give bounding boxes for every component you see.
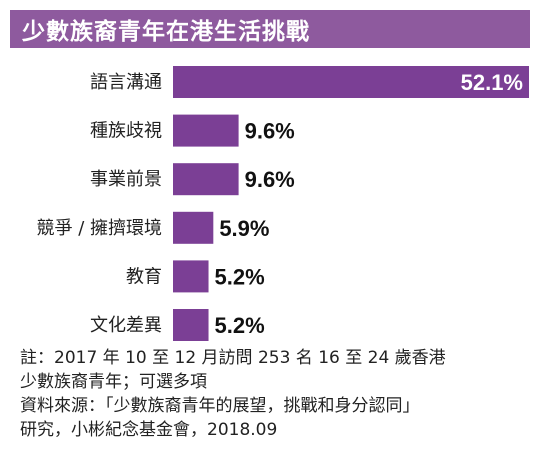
footnote-line: 少數族裔青年；可選多項 [20,372,207,392]
footnote: 註：2017 年 10 至 12 月訪問 253 名 16 至 24 歲香港 少… [20,346,532,442]
category-label: 語言溝通 [90,72,162,93]
chart-title-bar: 少數族裔青年在港生活挑戰 [10,10,530,48]
category-label: 文化差異 [90,315,162,336]
value-label: 52.1% [461,70,523,95]
bar [173,114,239,147]
source-line: 資料來源：「少數族裔青年的展望，挑戰和身分認同」 [20,396,420,416]
category-label: 種族歧視 [90,121,162,142]
category-label: 事業前景 [90,169,162,190]
footnote-line: 註：2017 年 10 至 12 月訪問 253 名 16 至 24 歲香港 [20,348,446,368]
value-label: 5.2% [215,264,265,289]
bar [173,163,239,196]
chart-title: 少數族裔青年在港生活挑戰 [22,19,310,45]
bar [173,309,209,341]
category-label: 競爭 / 擁擠環境 [36,218,162,239]
value-label: 9.6% [245,167,295,192]
value-label: 9.6% [245,119,295,144]
value-label: 5.2% [215,313,265,338]
bar [173,211,214,244]
source-line: 研究，小彬紀念基金會，2018.09 [20,420,278,440]
value-label: 5.9% [219,216,269,241]
category-label: 教育 [126,266,162,287]
bar [173,260,209,293]
bar [173,66,529,98]
